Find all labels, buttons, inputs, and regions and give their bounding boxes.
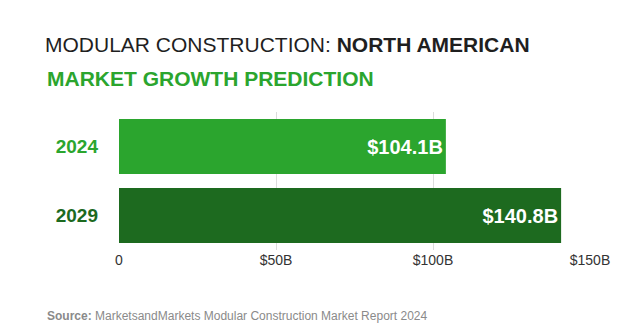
svg-text:2024: 2024 bbox=[56, 136, 99, 157]
svg-text:MARKET GROWTH PREDICTION: MARKET GROWTH PREDICTION bbox=[47, 67, 374, 90]
svg-text:$140.8B: $140.8B bbox=[482, 205, 558, 227]
svg-text:0: 0 bbox=[115, 252, 123, 268]
svg-text:2029: 2029 bbox=[56, 205, 98, 226]
svg-text:$104.1B: $104.1B bbox=[367, 136, 443, 158]
svg-text:$50B: $50B bbox=[260, 252, 293, 268]
svg-text:$100B: $100B bbox=[413, 252, 453, 268]
svg-text:MODULAR CONSTRUCTION: NORTH AM: MODULAR CONSTRUCTION: NORTH AMERICAN bbox=[45, 33, 530, 56]
svg-text:$150B: $150B bbox=[570, 252, 610, 268]
svg-text:Source: MarketsandMarkets Modu: Source: MarketsandMarkets Modular Constr… bbox=[47, 309, 427, 323]
